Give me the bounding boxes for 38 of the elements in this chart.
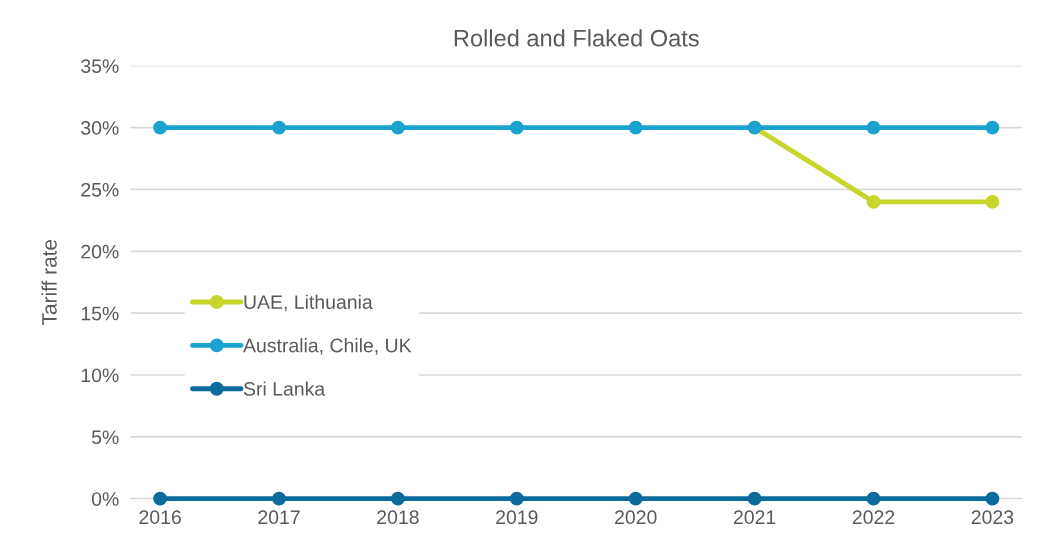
point [509, 120, 524, 135]
x-tick-label: 2022 [852, 510, 895, 525]
y-tick-label: 5% [91, 430, 119, 445]
point [985, 120, 1000, 135]
point [509, 491, 524, 506]
point [985, 491, 1000, 506]
point [866, 120, 881, 135]
y-tick-label: 10% [81, 368, 119, 383]
point [390, 491, 405, 506]
point [390, 120, 405, 135]
point [272, 120, 286, 135]
point [153, 491, 168, 506]
chart-title: Rolled and Flaked Oats [454, 29, 699, 47]
y-axis-title: Tariff rate [41, 239, 57, 325]
point [628, 120, 643, 135]
point [985, 194, 1000, 209]
x-tick-label: 2017 [258, 510, 300, 525]
y-tick-label: 20% [81, 244, 119, 259]
x-tick-label: 2020 [615, 510, 657, 525]
legend-label: Australia, Chile, UK [243, 338, 412, 355]
x-tick-label: 2021 [733, 510, 776, 525]
x-tick-label: 2016 [139, 510, 181, 525]
point [628, 491, 643, 506]
y-tick-label: 15% [81, 306, 119, 321]
point [272, 491, 286, 506]
y-tick-label: 25% [81, 182, 119, 197]
point [153, 120, 168, 135]
legend-label: UAE, Lithuania [244, 294, 373, 312]
legend-label: Sri Lanka [243, 381, 326, 396]
point [747, 491, 762, 506]
x-tick-label: 2023 [971, 510, 1014, 525]
y-tick-label: 0% [91, 492, 119, 506]
x-tick-label: 2019 [496, 510, 538, 525]
point [866, 491, 881, 506]
y-tick-label: 30% [81, 121, 119, 135]
y-tick-label: 35% [81, 59, 119, 73]
x-tick-label: 2018 [377, 510, 419, 525]
point [866, 194, 881, 209]
